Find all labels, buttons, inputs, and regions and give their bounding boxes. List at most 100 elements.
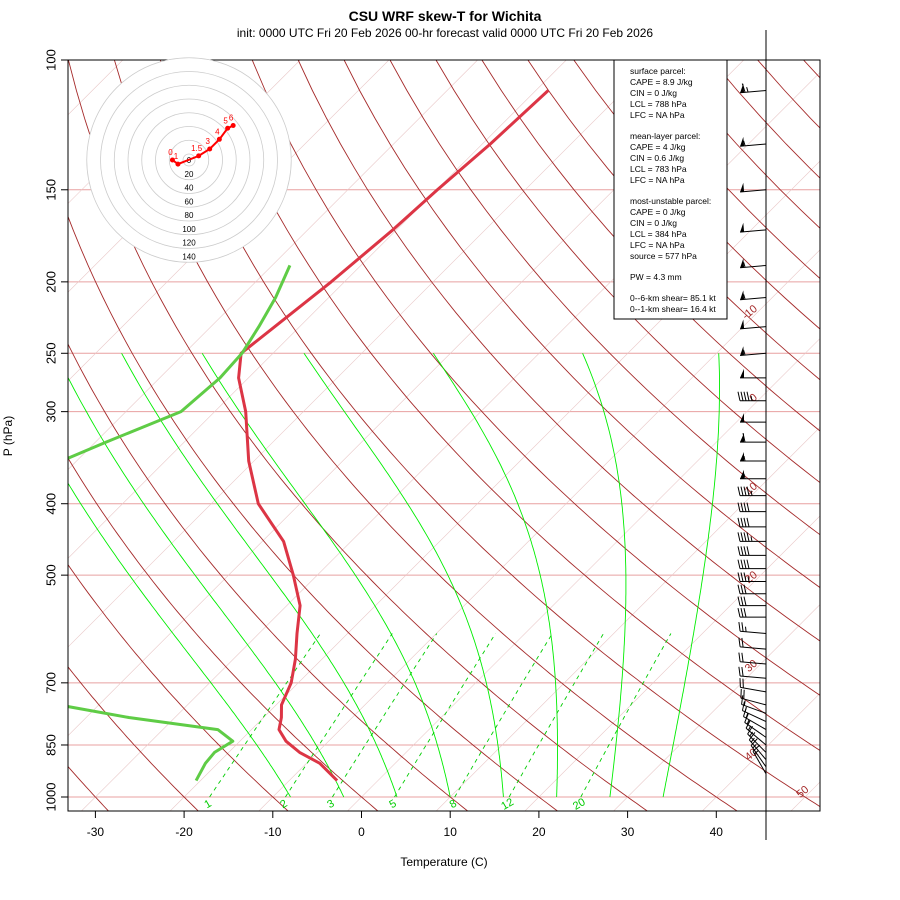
mixing-ratio-label: 8 [448, 798, 459, 811]
wind-barb-flag [740, 222, 745, 233]
mixing-ratio-line [508, 633, 604, 798]
y-tick-label: 250 [43, 342, 58, 364]
hodograph-ring [168, 139, 210, 181]
dry-adiabat [481, 60, 820, 432]
hodograph-ring-label: 20 [185, 170, 194, 179]
wind-barb [740, 368, 766, 379]
isotherm-label: -10 [740, 303, 760, 322]
wind-barb-full [737, 546, 741, 556]
wind-barb-shaft [740, 326, 767, 330]
wind-barb-full [741, 667, 744, 677]
mixing-ratio-label: 3 [325, 798, 336, 811]
moist-adiabat [582, 353, 627, 798]
moist-adiabat [432, 353, 558, 798]
wind-barb-full [741, 83, 746, 93]
sounding-profiles [68, 89, 550, 782]
temperature-profile [237, 89, 550, 782]
wind-barb-flag [740, 368, 744, 378]
wind-barb-half [752, 743, 757, 749]
wind-barb-shaft [741, 703, 767, 714]
info-box: surface parcel: CAPE = 8.9 J/kg CIN = 0 … [613, 59, 728, 320]
hodograph-height-label: 6 [229, 114, 234, 123]
wind-barb-shaft [748, 739, 767, 761]
wind-barb-full [737, 391, 741, 401]
wind-barb [737, 546, 766, 556]
wind-barb-shaft [740, 143, 767, 147]
wind-barb-full [746, 517, 750, 527]
wind-barb-half [743, 473, 746, 479]
mean-layer-lfc: LFC = NA hPa [630, 175, 685, 185]
y-tick-label: 100 [43, 49, 58, 71]
hodograph-point [169, 157, 175, 163]
wind-barb-full [743, 559, 747, 569]
wind-barb [737, 559, 766, 570]
isotherm-line [68, 60, 656, 648]
chart-title: CSU WRF skew-T for Wichita [349, 8, 542, 24]
hodograph-height-label: 1 [174, 152, 179, 161]
wind-barb-full [741, 652, 744, 663]
wind-barb-flag [740, 290, 745, 300]
hodograph-ring [100, 71, 278, 249]
dry-adiabat [68, 60, 649, 811]
x-tick-label: -30 [87, 825, 105, 839]
wind-barb-full [740, 532, 744, 542]
wind-barb-full [746, 502, 750, 512]
most-unstable-cape: CAPE = 0 J/kg [630, 207, 686, 217]
wind-barb-half [747, 576, 750, 582]
wind-barb [740, 258, 767, 269]
dry-adiabat [850, 60, 900, 813]
wind-barb-full [748, 732, 756, 741]
wind-barb-full [737, 607, 741, 618]
dry-adiabat [757, 60, 820, 129]
wind-barb-full [737, 559, 741, 569]
wind-barb-full [737, 502, 741, 512]
y-tick-label: 850 [43, 734, 58, 756]
y-tick-label: 150 [43, 179, 58, 201]
wind-barb-flag [740, 258, 745, 268]
wind-barb-full [740, 607, 744, 618]
wind-barb [740, 346, 767, 357]
x-axis: -30 -20 -10 0 10 20 30 40 [68, 810, 820, 839]
mixing-ratio-line [209, 633, 321, 798]
wind-barb [738, 637, 767, 650]
wind-barb [740, 688, 767, 706]
wind-barb-half [746, 719, 750, 725]
wind-barb-flag [740, 451, 744, 461]
dry-adiabat [803, 60, 820, 79]
wind-barb-half [743, 700, 746, 706]
wind-barb [738, 666, 767, 679]
dry-adiabat [205, 60, 820, 751]
mixing-ratio-label: 12 [499, 796, 516, 813]
isotherm-line [878, 60, 900, 813]
mixing-ratio-label: 2 [278, 798, 289, 811]
wind-barb [738, 652, 767, 665]
dry-adiabat [527, 60, 820, 381]
hodograph-ring-label: 140 [182, 252, 196, 261]
x-tick-label: 0 [358, 825, 365, 839]
isotherm-line [68, 60, 212, 204]
dewpoint-profile [68, 264, 292, 782]
hodograph-point [216, 136, 222, 142]
most-unstable-header: most-unstable parcel: [630, 196, 711, 206]
surface-lfc: LFC = NA hPa [630, 110, 685, 120]
wind-barb-half [747, 725, 752, 731]
mean-layer-cin: CIN = 0.6 J/kg [630, 153, 684, 163]
hodograph-ring [182, 153, 196, 167]
wind-barb [737, 607, 766, 618]
wind-barb [740, 222, 767, 233]
wind-barb-full [738, 652, 741, 662]
info-box-frame [613, 59, 728, 320]
y-tick-label: 200 [43, 271, 58, 293]
shear-0-6km: 0--6-km shear= 85.1 kt [630, 293, 716, 303]
hodograph-point [207, 146, 213, 152]
hodograph-height-label: 0 [168, 148, 173, 157]
wind-barb-shaft [740, 697, 767, 706]
wind-barb [737, 572, 766, 582]
x-tick-label: 20 [532, 825, 546, 839]
wind-barb-shaft [740, 661, 767, 665]
most-unstable-lcl: LCL = 384 hPa [630, 229, 687, 239]
wind-barb-shaft [740, 675, 767, 679]
most-unstable-lfc: LFC = NA hPa [630, 240, 685, 250]
wind-barb [737, 486, 766, 497]
isotherm-line [701, 692, 820, 811]
